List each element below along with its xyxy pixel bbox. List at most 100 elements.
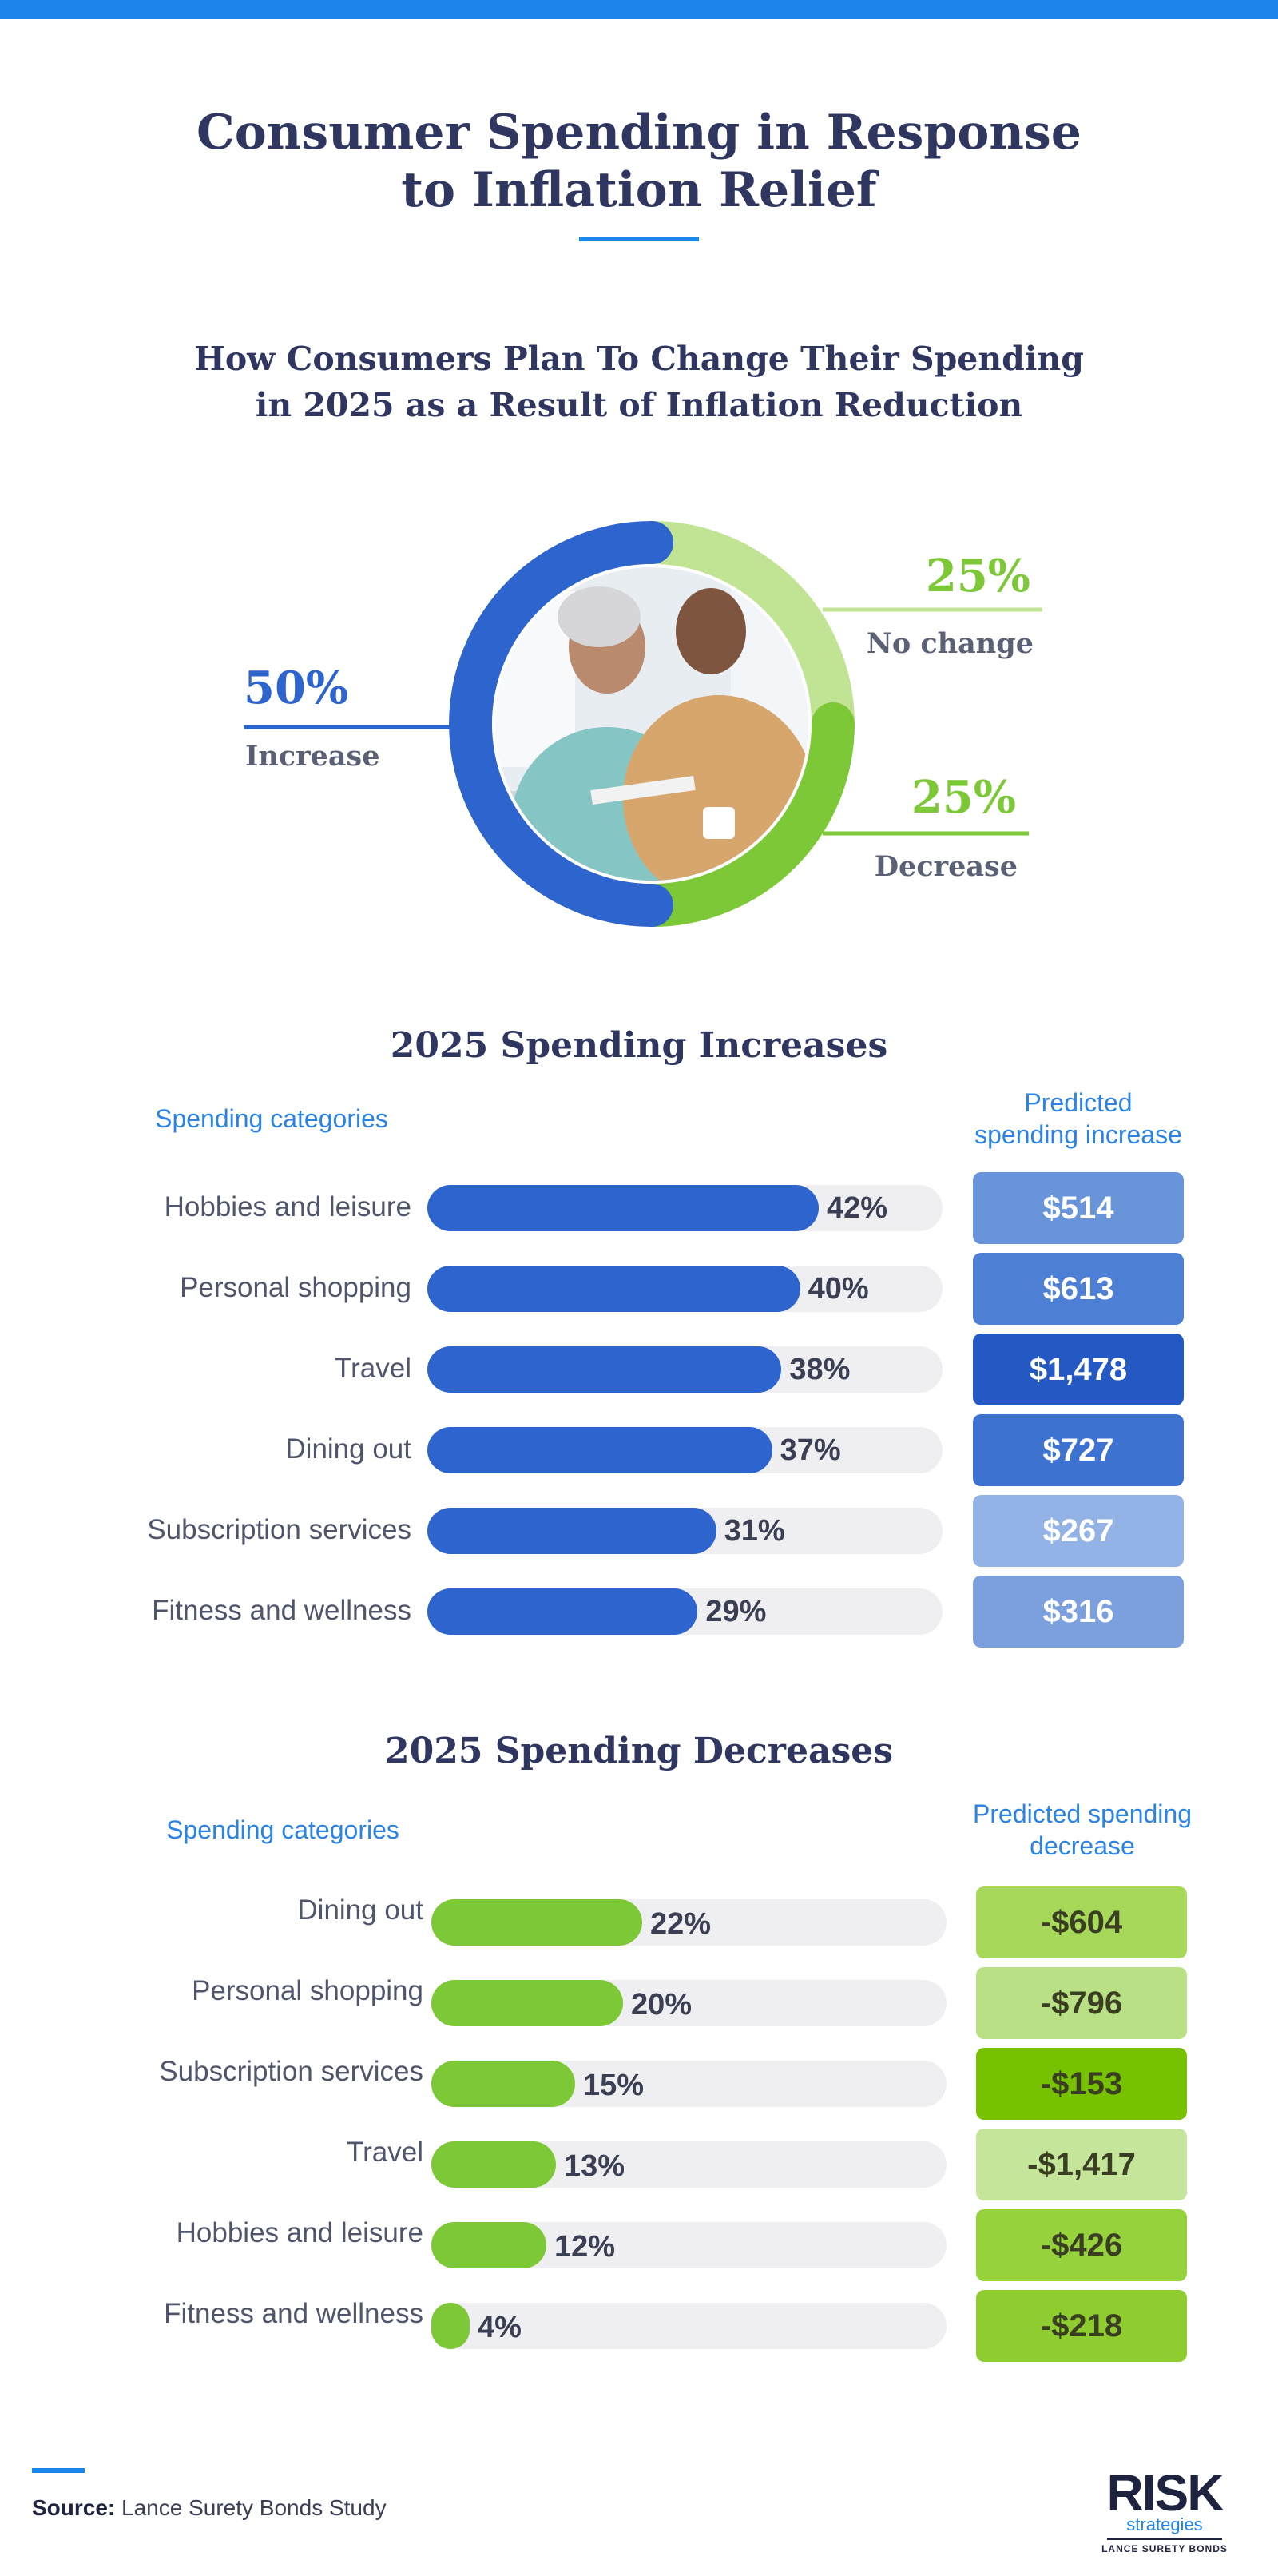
source-label: Source: [32, 2495, 116, 2520]
title-underline [579, 237, 699, 241]
page-title-line1: Consumer Spending in Response [196, 105, 1082, 161]
decrease-bar-track [431, 2061, 947, 2107]
increase-category-label: Increase [245, 740, 380, 773]
decrease-amount-box: -$426 [976, 2209, 1187, 2281]
increase-bar-value-label: 31% [724, 1514, 785, 1548]
decrease-bar-value-label: 15% [583, 2069, 645, 2102]
decrease-bar-value-label: 13% [564, 2149, 625, 2183]
decreases-amount-header-line2: decrease [1030, 1831, 1135, 1860]
decrease-bar [431, 2061, 575, 2107]
decrease-amount-box: -$796 [976, 1967, 1187, 2039]
increase-bar-value-label: 42% [827, 1191, 888, 1225]
increase-row-label: Personal shopping [180, 1272, 411, 1303]
top-accent-bar [0, 0, 1278, 19]
donut-chart [244, 521, 1042, 927]
decrease-bar [431, 1899, 642, 1946]
logo-subword: strategies [1126, 2514, 1203, 2534]
increase-row-label: Hobbies and leisure [164, 1191, 411, 1222]
no-change-percent-label: 25% [925, 550, 1030, 602]
decrease-row-label: Dining out [297, 1894, 423, 1926]
decrease-amount-box: -$153 [976, 2048, 1187, 2120]
increase-amount-box: $267 [973, 1495, 1184, 1567]
increase-bar-track [427, 1266, 943, 1312]
increases-amount-header: Predicted spending increase [951, 1087, 1206, 1151]
increases-amount-header-line1: Predicted [1024, 1088, 1133, 1117]
increase-bar-track [427, 1185, 943, 1231]
decrease-bar-value-label: 22% [650, 1907, 712, 1941]
increase-bar-track [427, 1346, 943, 1393]
donut-chart-heading: How Consumers Plan To Change Their Spend… [0, 336, 1278, 428]
decrease-row-label: Fitness and wellness [164, 2298, 423, 2329]
donut-segment-increase [449, 521, 673, 927]
decrease-bar-value-label: 4% [478, 2311, 522, 2344]
increase-bar [427, 1427, 772, 1473]
page-title-line2: to Inflation Relief [401, 162, 877, 218]
increase-bar-value-label: 38% [789, 1353, 851, 1386]
source-text: Lance Surety Bonds Study [121, 2495, 387, 2520]
decrease-bar-value-label: 20% [631, 1988, 693, 2021]
source-rule [32, 2468, 85, 2473]
increase-bar [427, 1266, 800, 1312]
increases-category-header-text: Spending categories [155, 1104, 388, 1133]
donut-heading-line2: in 2025 as a Result of Inflation Reducti… [255, 386, 1023, 424]
decrease-bar-track [431, 2141, 947, 2188]
increase-bar-track [427, 1508, 943, 1554]
increase-row-label: Travel [335, 1353, 411, 1384]
logo-tagline: LANCE SURETY BONDS [1101, 2543, 1228, 2554]
decrease-bar [431, 2222, 546, 2268]
decrease-bar-track [431, 2222, 947, 2268]
donut-heading-line1: How Consumers Plan To Change Their Spend… [194, 340, 1084, 378]
donut-segment-no-change [630, 521, 855, 745]
decrease-row-label: Travel [347, 2137, 423, 2168]
increase-amount-box: $514 [973, 1172, 1184, 1244]
decrease-amount-box: -$1,417 [976, 2129, 1187, 2200]
increase-row-label: Dining out [285, 1433, 411, 1465]
increase-bar-value-label: 40% [808, 1272, 869, 1306]
donut-segment-decrease [630, 702, 855, 927]
increases-category-header: Spending categories [112, 1103, 431, 1135]
risk-strategies-logo: RISK strategies LANCE SURETY BONDS [1101, 2464, 1228, 2554]
couple-photo-icon [495, 567, 808, 881]
increase-amount-box: $316 [973, 1576, 1184, 1648]
decrease-bar [431, 2141, 556, 2188]
logo-divider [1107, 2538, 1222, 2540]
increase-amount-box: $613 [973, 1253, 1184, 1325]
donut-leader-lines [244, 607, 1042, 836]
increase-bar [427, 1346, 782, 1393]
decreases-amount-header-line1: Predicted spending [973, 1799, 1192, 1828]
increase-amount-box: $1,478 [973, 1334, 1184, 1405]
decreases-category-header-text: Spending categories [166, 1815, 399, 1844]
decreases-category-header: Spending categories [123, 1814, 443, 1846]
decrease-percent-label: 25% [911, 771, 1016, 824]
logo-wordmark: RISK [1106, 2464, 1224, 2522]
decrease-row-label: Hobbies and leisure [176, 2217, 423, 2248]
increase-amount-box: $727 [973, 1414, 1184, 1486]
decrease-bar-value-label: 12% [554, 2230, 616, 2264]
increase-bar-track [427, 1588, 943, 1635]
decrease-bar-track [431, 1980, 947, 2026]
increase-bar [427, 1508, 716, 1554]
increase-percent-label: 50% [244, 662, 349, 714]
no-change-category-label: No change [866, 627, 1034, 660]
increases-amount-header-line2: spending increase [974, 1120, 1182, 1149]
decrease-bar [431, 2303, 470, 2349]
decreases-amount-header: Predicted spending decrease [943, 1798, 1222, 1862]
increase-row-label: Subscription services [147, 1514, 411, 1545]
decrease-bar-track [431, 1899, 947, 1946]
increase-row-label: Fitness and wellness [152, 1595, 411, 1626]
increase-bar-value-label: 37% [780, 1433, 841, 1467]
increase-bar-value-label: 29% [705, 1595, 767, 1628]
decrease-row-label: Personal shopping [192, 1975, 423, 2006]
page-title: Consumer Spending in Response to Inflati… [0, 104, 1278, 219]
decrease-amount-box: -$218 [976, 2290, 1187, 2362]
decrease-bar [431, 1980, 623, 2026]
decrease-row-label: Subscription services [159, 2056, 423, 2087]
decrease-amount-box: -$604 [976, 1886, 1187, 1958]
increase-bar-track [427, 1427, 943, 1473]
decrease-bar-track [431, 2303, 947, 2349]
decreases-section-heading: 2025 Spending Decreases [384, 1731, 894, 1771]
increases-section-heading: 2025 Spending Increases [390, 1025, 888, 1066]
increase-bar [427, 1185, 819, 1231]
increase-bar [427, 1588, 698, 1635]
decrease-category-label: Decrease [874, 850, 1018, 883]
